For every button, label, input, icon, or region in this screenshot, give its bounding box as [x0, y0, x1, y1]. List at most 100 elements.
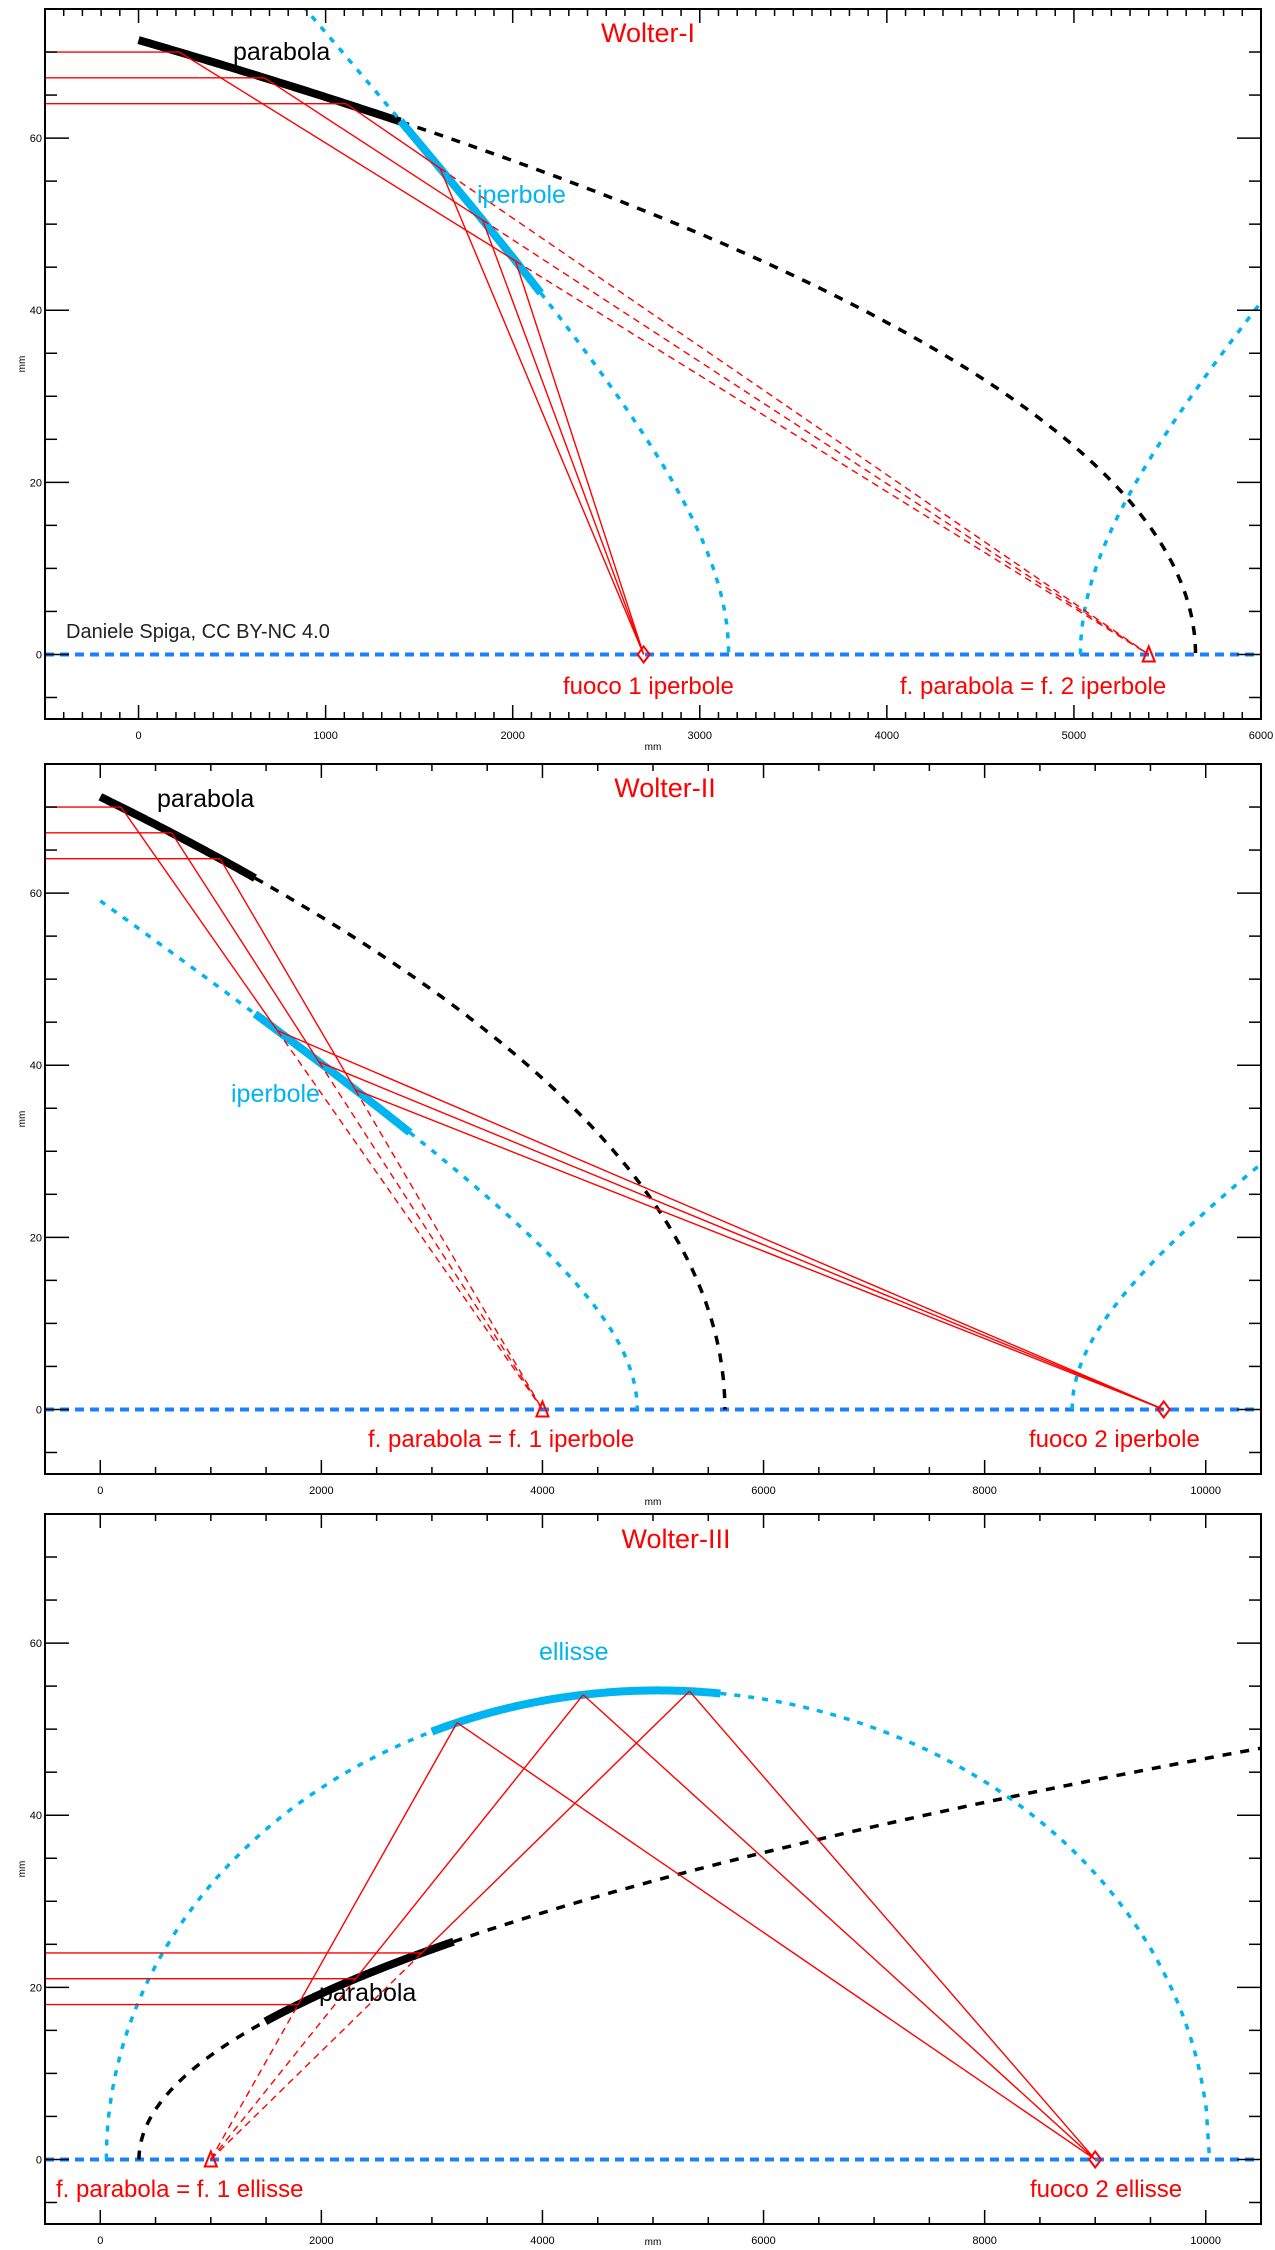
focus-diamond-marker: [636, 644, 651, 665]
parabola-thick-segment: [97, 793, 259, 882]
x-tick-label: 6000: [751, 2235, 775, 2247]
focus-1-label: fuoco 1 iperbole: [563, 673, 734, 700]
x-tick-label: 2000: [309, 2235, 333, 2247]
parabola-dashed-segment: [399, 119, 1198, 655]
x-tick-label: 4000: [530, 1485, 554, 1497]
virtual-ray-extension: [439, 167, 1150, 656]
hyperbola-branch-1-dashed-segment: [303, 9, 402, 122]
x-tick-label: 1000: [313, 730, 337, 742]
parabola-label: parabola: [319, 1979, 416, 2007]
parabola-thick-segment: [262, 1937, 456, 2025]
reflected-ray: [345, 103, 441, 169]
parabola-dashed-segment: [254, 876, 727, 1410]
virtual-ray-extension: [210, 1952, 423, 2160]
hyperbola-branch-1-dashed-segment: [408, 1131, 639, 1410]
focused-ray: [439, 167, 645, 655]
x-tick-label: 6000: [751, 1485, 775, 1497]
plot-frame: [44, 8, 1262, 720]
reflected-ray: [178, 51, 516, 262]
y-tick-label: 20: [30, 477, 42, 489]
focus-triangle-marker: [1141, 643, 1157, 663]
hyperbola-branch-2-dashed-segment: [1078, 301, 1261, 655]
y-tick-label: 0: [36, 1404, 42, 1416]
y-tick-label: 40: [30, 1810, 42, 1822]
hyperbola-label: iperbole: [231, 1080, 320, 1108]
reflected-ray: [355, 1694, 584, 1980]
x-tick-label: 5000: [1062, 730, 1086, 742]
virtual-ray-extension: [354, 1089, 544, 1410]
hyperbola-branch-1-thick-segment: [252, 1010, 413, 1136]
reflected-ray: [219, 858, 356, 1091]
y-tick-label: 40: [30, 305, 42, 317]
panel-title: Wolter-I: [601, 18, 695, 48]
x-tick-label: 10000: [1190, 2235, 1221, 2247]
x-axis-label: mm: [645, 1497, 662, 1508]
ellipse-dashed-segment: [720, 1691, 1212, 2160]
x-tick-label: 2000: [309, 1485, 333, 1497]
focus-1-label: f. parabola = f. 1 ellisse: [56, 2176, 303, 2203]
panel-wolter-3: 0 2000 4000 6000 8000 10000 0 20 40 60 Wolter-III…: [17, 1513, 1262, 2248]
virtual-ray-extension: [515, 260, 1150, 656]
virtual-ray-extension: [210, 1978, 357, 2160]
focus-2-label: f. parabola = f. 2 iperbole: [900, 673, 1166, 700]
virtual-ray-extension: [276, 1030, 544, 1410]
hyperbola-branch-1-thick-segment: [397, 118, 544, 296]
focused-ray: [481, 219, 645, 655]
y-tick-label: 60: [30, 888, 42, 900]
hyperbola-branch-1-dashed-segment: [539, 291, 731, 655]
parabola-label: parabola: [157, 785, 254, 813]
focused-ray: [318, 1061, 1164, 1411]
reflected-ray: [421, 1690, 690, 1954]
focused-ray: [688, 1690, 1096, 2160]
focus-diamond-marker: [1156, 1399, 1171, 1420]
focused-ray: [277, 1029, 1164, 1411]
x-tick-label: 0: [97, 2235, 103, 2247]
x-tick-label: 4000: [875, 730, 899, 742]
y-tick-label: 0: [36, 2154, 42, 2166]
x-tick-label: 10000: [1190, 1485, 1221, 1497]
hyperbola-label: iperbole: [477, 181, 566, 209]
focused-ray: [456, 1722, 1096, 2161]
focused-ray: [582, 1694, 1096, 2160]
parabola-label: parabola: [233, 38, 330, 66]
focused-ray: [355, 1089, 1164, 1411]
reflected-ray: [264, 77, 483, 221]
parabola-dashed-segment: [137, 2019, 267, 2161]
focus-1-label: f. parabola = f. 1 iperbole: [368, 1426, 634, 1453]
focus-2-label: fuoco 2 iperbole: [1029, 1426, 1200, 1453]
focus-triangle-marker: [203, 2148, 219, 2168]
x-tick-label: 0: [97, 1485, 103, 1497]
virtual-ray-extension: [482, 219, 1150, 656]
reflected-ray: [171, 832, 320, 1063]
parabola-thick-segment: [136, 36, 403, 126]
x-tick-label: 0: [135, 730, 141, 742]
hyperbola-branch-1-dashed-segment: [99, 899, 257, 1016]
virtual-ray-extension: [318, 1061, 544, 1410]
plot-frame: [44, 1513, 1262, 2225]
x-tick-label: 2000: [500, 730, 524, 742]
ellipse-label: ellisse: [539, 1638, 608, 1666]
ellipse-dashed-segment: [104, 1729, 433, 2160]
x-tick-label: 3000: [688, 730, 712, 742]
y-tick-label: 60: [30, 1638, 42, 1650]
x-axis-label: mm: [645, 2237, 662, 2248]
y-tick-label: 20: [30, 1982, 42, 1994]
y-axis-label: mm: [17, 356, 28, 373]
x-axis-label: mm: [645, 742, 662, 753]
x-tick-label: 4000: [530, 2235, 554, 2247]
y-tick-label: 20: [30, 1232, 42, 1244]
panel-title: Wolter-II: [614, 773, 716, 803]
focused-ray: [514, 260, 645, 655]
reflected-ray: [120, 806, 278, 1031]
x-tick-label: 6000: [1249, 730, 1273, 742]
credit-text: Daniele Spiga, CC BY-NC 4.0: [66, 621, 330, 643]
ellipse-thick-segment: [429, 1686, 723, 1736]
y-tick-label: 40: [30, 1060, 42, 1072]
panel-title: Wolter-III: [621, 1524, 730, 1554]
y-tick-label: 0: [36, 649, 42, 661]
reflected-ray: [297, 1722, 458, 2005]
panel-wolter-1: 0 1000 2000 3000 4000 5000 6000 0 20 40 60 Wolter-…: [17, 8, 1273, 753]
focus-triangle-marker: [534, 1398, 550, 1418]
focus-2-label: fuoco 2 ellisse: [1030, 2176, 1182, 2203]
